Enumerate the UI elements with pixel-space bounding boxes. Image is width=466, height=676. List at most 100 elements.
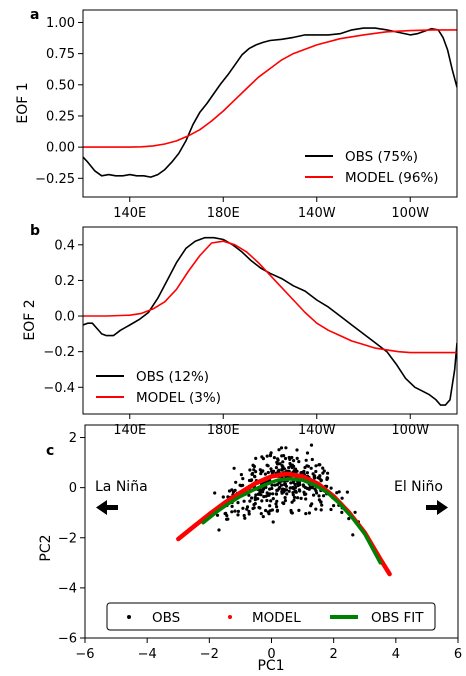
obs-point [279, 446, 284, 450]
legend-c-box [106, 602, 436, 631]
obs-point [223, 511, 227, 516]
obs-point [322, 494, 326, 498]
obs-point [270, 486, 274, 491]
obs-point [345, 490, 349, 494]
obs-point [269, 451, 273, 455]
x-tick-label: 140E [113, 423, 146, 438]
obs-point [276, 458, 280, 462]
obs-point [275, 462, 280, 466]
obs-point [282, 490, 286, 494]
obs-point [236, 501, 240, 505]
obs-point [277, 448, 281, 452]
plot-a-lines [83, 27, 457, 178]
obs-point [236, 513, 240, 517]
panel-label-a: a [30, 7, 39, 23]
obs-point [260, 499, 264, 503]
legend-b-obs: OBS (12%) [136, 369, 209, 385]
obs-point [299, 496, 303, 500]
obs-point [274, 466, 278, 470]
obs-point [290, 500, 294, 504]
obs-point [291, 493, 295, 497]
legend-a: OBS (75%) MODEL (96%) [305, 149, 439, 186]
obs-point [253, 496, 257, 500]
obs-point [317, 498, 321, 502]
obs-point [282, 454, 286, 458]
obs-point [283, 482, 287, 486]
obs-point [261, 457, 265, 461]
obs-point [264, 494, 268, 498]
obs-point [296, 496, 300, 500]
y-tick-label: 0.0 [54, 310, 75, 325]
obs-point [310, 486, 314, 490]
y-tick-label: −0.25 [35, 172, 75, 187]
obs-point [293, 489, 297, 493]
obs-point [291, 480, 296, 485]
obs-point [280, 464, 284, 468]
obs-point [314, 507, 318, 511]
obs-point [297, 460, 301, 464]
obs-point [247, 512, 251, 516]
obs-point [225, 517, 229, 521]
plot-b-lines [83, 236, 457, 406]
obs-point [261, 515, 265, 519]
y-tick-label: −0.2 [43, 345, 75, 360]
y-tick-label: 0.4 [54, 238, 75, 253]
obs-point [297, 488, 301, 492]
obs-point [232, 466, 236, 470]
obs-point [239, 473, 243, 477]
obs-point [269, 499, 273, 503]
series-line-model [83, 29, 457, 148]
obs-point [325, 477, 329, 481]
obs-point [213, 491, 217, 495]
obs-point [340, 496, 344, 500]
obs-point [269, 467, 273, 471]
axes-frame-b [82, 226, 458, 415]
x-tick-label: 180E [207, 423, 240, 438]
obs-point [321, 471, 325, 475]
obs-point [309, 443, 314, 447]
obs-point [287, 455, 291, 460]
y-tick-label: 1.00 [46, 16, 75, 31]
obs-point [275, 505, 279, 509]
panel-label-c: c [46, 443, 54, 459]
obs-point [253, 502, 257, 506]
obs-point [321, 466, 325, 470]
obs-point [261, 469, 265, 473]
obs-point [305, 451, 310, 455]
x-ticks-c: −6 −4 −2 0 2 4 6 [75, 638, 462, 662]
legend-b-model: MODEL (3%) [136, 390, 221, 406]
obs-point [289, 508, 293, 513]
obs-point [312, 493, 316, 497]
obs-point [337, 490, 341, 494]
obs-point [254, 456, 258, 460]
obs-point [215, 513, 220, 517]
obs-point [264, 508, 268, 513]
obs-point [283, 456, 288, 461]
y-tick-label: 0.50 [46, 78, 75, 93]
obs-point [266, 464, 270, 468]
obs-point [241, 477, 245, 481]
obs-point [274, 502, 278, 506]
obs-point [247, 509, 251, 514]
obs-point [268, 492, 272, 496]
obs-point [287, 466, 291, 470]
obs-point [281, 501, 285, 505]
x-tick-label: 100W [391, 423, 429, 438]
obs-point [280, 467, 284, 472]
legend-c-fit: OBS FIT [371, 610, 424, 626]
obs-point [353, 510, 357, 514]
obs-point [275, 499, 279, 503]
panel-c: c −6 −4 −2 0 2 4 6 −6 −4 −2 0 2 PC1 PC2 La Niña El… [38, 424, 462, 674]
obs-point [317, 494, 321, 498]
y-tick-label: 0.25 [46, 109, 75, 124]
obs-point [277, 487, 281, 491]
y-axis-label-c: PC2 [38, 534, 54, 561]
legend-c-model: MODEL [252, 610, 301, 626]
obs-point [266, 510, 270, 514]
obs-point [266, 470, 270, 475]
obs-point [252, 468, 256, 472]
y-tick-label: 2 [69, 431, 77, 446]
right-arrow-icon [426, 500, 448, 515]
obs-point [272, 456, 276, 460]
